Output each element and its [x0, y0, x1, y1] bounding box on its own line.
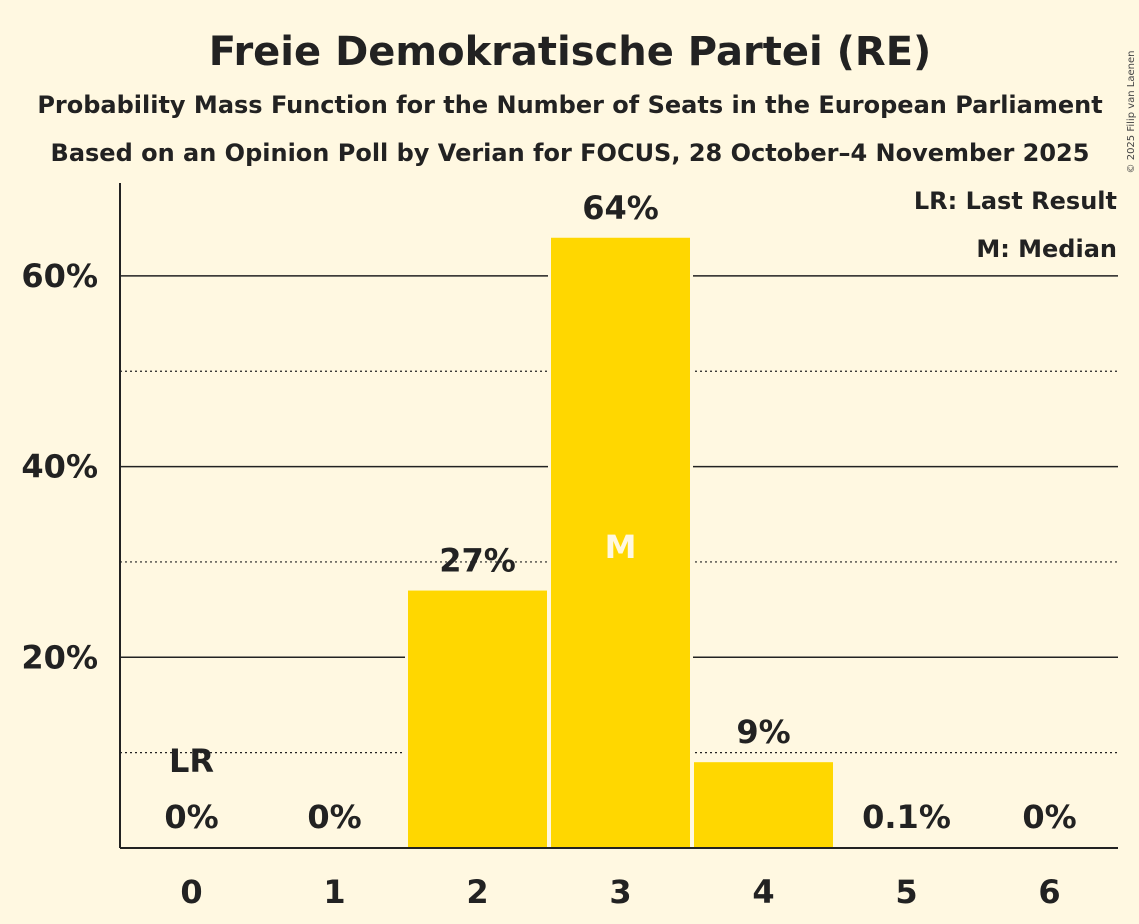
chart-subtitle-1: Probability Mass Function for the Number… — [37, 91, 1102, 119]
x-tick-label: 3 — [609, 873, 631, 911]
bar — [408, 591, 547, 848]
y-tick-label: 40% — [21, 448, 98, 486]
y-tick-label: 60% — [21, 257, 98, 295]
legend-median: M: Median — [976, 235, 1117, 263]
data-label: 9% — [736, 713, 790, 751]
median-marker: M — [605, 528, 637, 566]
data-label: 0.1% — [862, 798, 951, 836]
copyright-notice: © 2025 Filip van Laenen — [1126, 51, 1137, 174]
data-label: 0% — [307, 798, 361, 836]
x-tick-label: 1 — [323, 873, 345, 911]
data-label: 64% — [582, 189, 659, 227]
chart: Freie Demokratische Partei (RE) Probabil… — [0, 0, 1139, 924]
chart-title: Freie Demokratische Partei (RE) — [209, 29, 932, 75]
x-tick-label: 2 — [466, 873, 488, 911]
x-tick-label: 6 — [1038, 873, 1060, 911]
x-tick-label: 0 — [180, 873, 202, 911]
x-tick-label: 4 — [752, 873, 774, 911]
x-tick-label: 5 — [895, 873, 917, 911]
data-label: 27% — [439, 542, 516, 580]
last-result-marker: LR — [169, 742, 214, 780]
y-tick-label: 20% — [21, 638, 98, 676]
data-label: 0% — [164, 798, 218, 836]
bar — [694, 762, 833, 848]
data-label: 0% — [1022, 798, 1076, 836]
chart-subtitle-2: Based on an Opinion Poll by Verian for F… — [51, 139, 1090, 167]
legend-last-result: LR: Last Result — [914, 187, 1117, 215]
